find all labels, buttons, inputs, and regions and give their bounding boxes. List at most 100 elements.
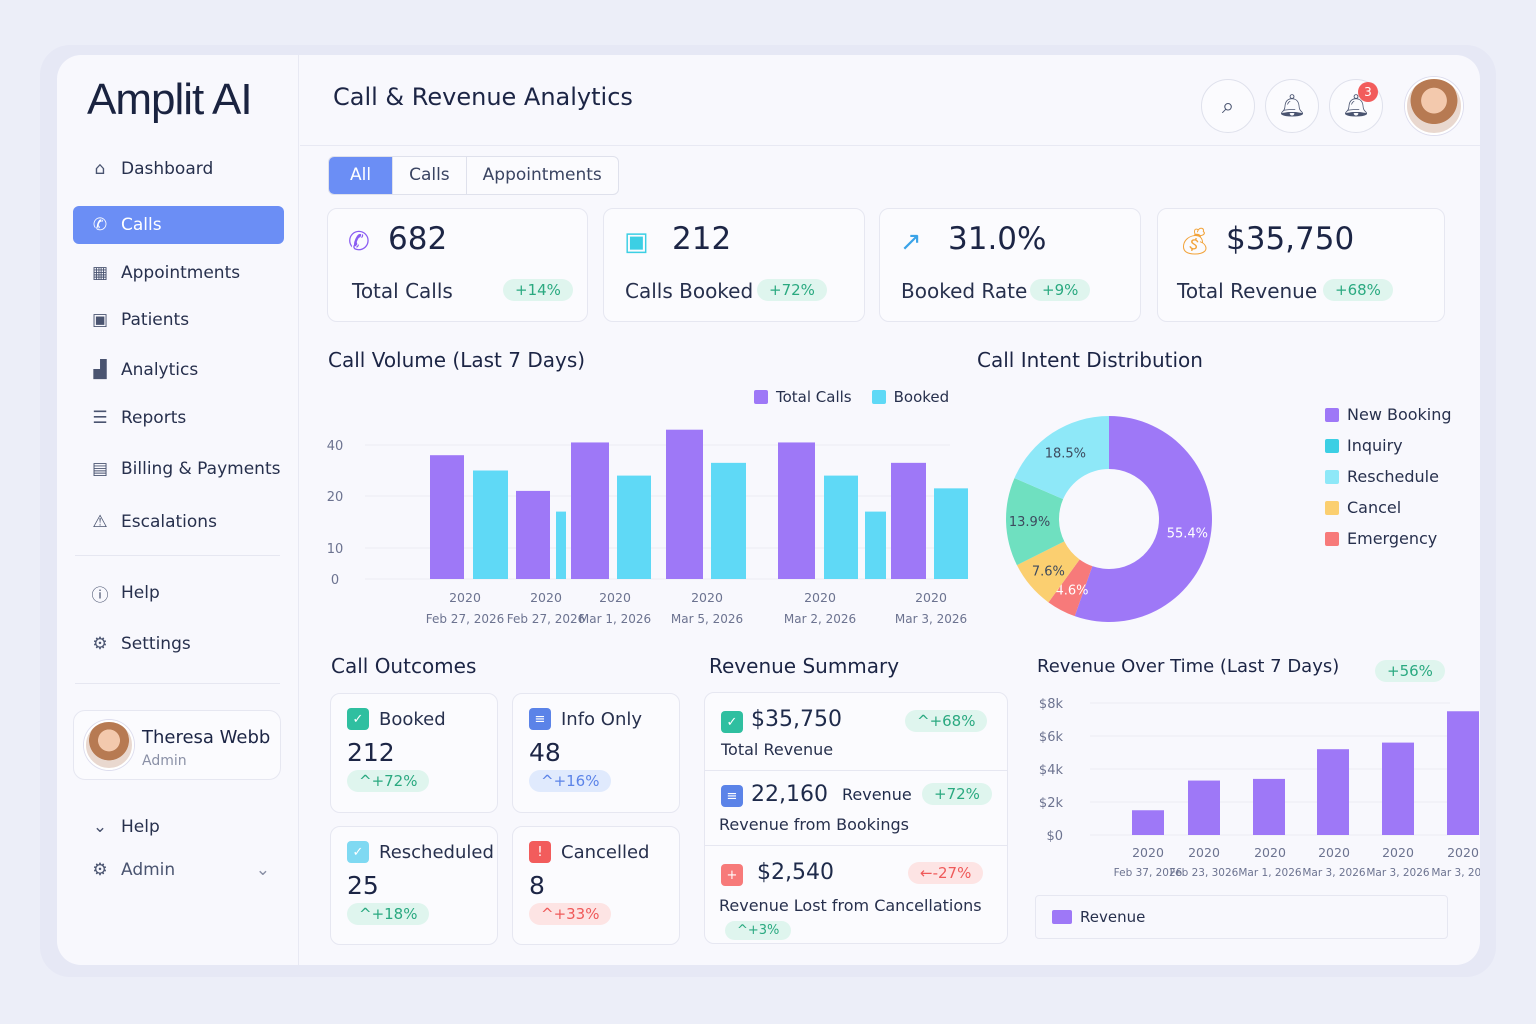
bar-booked [556,511,566,579]
tab-all[interactable]: All [329,157,394,194]
footer-help-link[interactable]: ⌄ Help [73,808,284,846]
sidebar-item-billing[interactable]: ▤ Billing & Payments [73,450,284,488]
x-tick-date: Mar 3, 2026 [895,612,967,626]
sidebar-item-calls[interactable]: ✆ Calls [73,206,284,244]
divider [300,145,1480,146]
sidebar-item-reports[interactable]: ☰ Reports [73,399,284,437]
profile-avatar[interactable] [1405,77,1463,135]
outcome-card-info-only: ≡ Info Only 48 ^+16% [512,693,680,813]
bar-total-calls [891,462,926,579]
admin-menu[interactable]: ⚙ Admin ⌄ [73,851,278,889]
user-name: Theresa Webb [142,727,271,748]
gear-icon: ⚙ [92,634,108,654]
outcome-value: 8 [529,871,545,900]
kpi-total-calls: ✆ 682 Total Calls +14% [327,208,588,322]
revenue-legend: Revenue [1035,895,1448,939]
revenue-over-time-title: Revenue Over Time (Last 7 Days) [1037,656,1340,677]
change-badge: ^+33% [529,903,612,925]
change-badge: +14% [503,279,573,301]
legend-swatch [1325,500,1339,515]
slice-percent-label: 13.9% [1009,515,1050,530]
bar-revenue [1382,742,1414,835]
slice-percent-label: 18.5% [1045,447,1086,462]
change-badge: +68% [1323,279,1393,301]
slice-percent-label: 4.6% [1056,583,1089,598]
x-tick-year: 2020 [530,590,562,605]
coins-icon: ≡ [721,785,743,807]
outcome-card-rescheduled: ✓ Rescheduled 25 ^+18% [330,826,498,945]
change-badge: ^+72% [347,770,430,792]
kpi-booked-rate: ↗ 31.0% Booked Rate +9% [879,208,1141,322]
bar-booked [824,475,858,579]
info-card-icon: ≡ [529,708,551,730]
change-badge: ^+16% [529,770,612,792]
check-icon: ✓ [347,708,369,730]
filter-tabs: All Calls Appointments [328,156,619,195]
legend-booked: Booked [871,381,949,412]
slice-reschedule [1014,416,1109,500]
home-icon: ⌂ [94,159,106,179]
x-tick-date: Mar 3, 2026 [1431,867,1480,879]
search-button[interactable]: ⌕ [1201,79,1255,133]
help-circle-icon: ⌄ [92,817,108,837]
check-icon: ✓ [721,711,743,733]
sidebar-item-analytics[interactable]: ▟ Analytics [73,351,284,389]
logo: Amplit AI [87,75,253,124]
slice-cancel [1016,541,1080,603]
sidebar-item-dashboard[interactable]: ⌂ Dashboard [73,150,284,188]
sidebar-item-appointments[interactable]: ▦ Appointments [73,254,284,292]
bar-booked [473,470,508,579]
intent-legend: New Booking Inquiry Reschedule Cancel Emerge… [1325,399,1452,554]
x-tick-year: 2020 [1382,845,1414,860]
bar-total-calls [430,455,464,579]
summary-row-cancellations: + $2,540 ←-27% Revenue Lost from Cancell… [719,860,984,940]
bar-revenue [1317,749,1349,835]
document-icon: ☰ [92,408,108,428]
tab-calls[interactable]: Calls [393,157,467,194]
y-tick-label: 20 [327,490,344,505]
slice-inquiry [1006,478,1065,566]
sidebar-item-patients[interactable]: ▣ Patients [73,301,284,339]
slice-emergency [1048,559,1093,617]
alert-icon: ! [529,841,551,863]
help-icon: ⓘ [91,585,109,606]
divider [75,555,280,556]
sidebar-item-settings[interactable]: ⚙ Settings [73,625,284,663]
x-tick-date: Mar 3, 2026 [1366,867,1430,879]
kpi-calls-booked: ▣ 212 Calls Booked +72% [603,208,865,322]
outcome-value: 212 [347,738,395,767]
x-tick-year: 2020 [1447,845,1479,860]
bar-chart-icon: ▟ [93,360,107,380]
y-tick-label: 40 [327,439,344,454]
sidebar-item-escalations[interactable]: ⚠ Escalations [73,503,284,541]
intent-title: Call Intent Distribution [977,348,1203,372]
revenue-change-badge: +56% [1375,660,1445,682]
user-role: Admin [142,753,187,769]
page-title: Call & Revenue Analytics [333,83,633,111]
x-tick-year: 2020 [1318,845,1350,860]
bell-button[interactable]: 🔔︎ [1265,79,1319,133]
phone-icon: ✆ [348,227,370,257]
outcome-label: Info Only [561,708,643,730]
call-volume-legend: Total Calls Booked [754,381,949,412]
warning-icon: ⚠ [92,512,108,532]
legend-emergency: Emergency [1325,523,1452,554]
bar-total-calls [571,442,609,579]
revenue-over-time-chart: $0 $2k $4k $6k $8k 2020 Feb 37, 2026 2020 Feb 23… [1039,697,1480,879]
sidebar-item-help[interactable]: ⓘ Help [73,574,284,612]
x-tick-date: Mar 1, 2026 [579,612,651,626]
tab-appointments[interactable]: Appointments [482,165,602,185]
summary-row-bookings: ≡ 22,160 Revenue +72% Revenue from Booki… [705,771,1007,846]
notifications-button[interactable]: 🔔︎ 3 [1329,79,1383,133]
bar-revenue [1188,780,1220,835]
x-tick-year: 2020 [691,590,723,605]
user-card[interactable]: Theresa Webb Admin [73,710,281,780]
legend-swatch [1325,469,1339,484]
revenue-summary-card: ✓ $35,750 Total Revenue ^+68% ≡ 22,160 R… [704,692,1008,944]
bell-icon: 🔔︎ [1278,93,1306,119]
change-badge: ←-27% [908,862,984,884]
x-tick-year: 2020 [599,590,631,605]
legend-inquiry: Inquiry [1325,430,1452,461]
billing-icon: ▤ [91,459,109,479]
y-tick-label: $2k [1039,796,1064,811]
